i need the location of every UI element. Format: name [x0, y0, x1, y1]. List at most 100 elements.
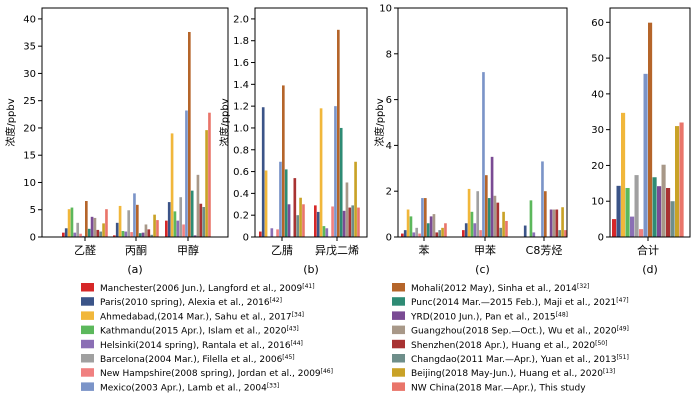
category-label: C8芳烃 — [526, 243, 563, 257]
panel-b: 0 0.2 0.4 0.6 0.8 1.0 1.2 1.4 1.6 1.8 2.0 乙腈 异戊二烯 (b)… — [218, 7, 368, 276]
y-axis-label: 浓度/ppbv — [373, 98, 386, 146]
y-tick-label: 40 — [591, 89, 604, 100]
bar — [401, 233, 404, 237]
bar — [470, 211, 474, 237]
bar — [564, 230, 567, 237]
y-tick-label: 1.2 — [233, 102, 249, 113]
legend-swatch — [392, 339, 405, 349]
panel-d: 0 10 20 30 40 50 60 合计 (d) — [591, 7, 691, 276]
bar — [182, 224, 185, 237]
bar — [462, 230, 465, 237]
bar — [432, 214, 436, 237]
bar — [429, 216, 433, 237]
bar — [523, 225, 527, 237]
category-label: 乙腈 — [271, 244, 293, 257]
bar — [185, 110, 188, 237]
legend-ref: [13] — [603, 368, 615, 375]
bar — [322, 226, 326, 237]
legend-entry: Ahmedabad,(2014 Mar.), Sahu et al., 2017… — [100, 311, 304, 322]
legend-ref: [43] — [286, 326, 298, 333]
panel-label: (c) — [475, 263, 490, 276]
bar — [124, 231, 128, 237]
bar — [153, 214, 156, 237]
bar — [499, 227, 503, 237]
bar — [532, 232, 536, 237]
legend-ref: [44] — [291, 340, 303, 347]
y-tick-label: 25 — [23, 96, 36, 107]
bar — [85, 201, 88, 237]
bar — [634, 175, 639, 237]
bar — [479, 230, 482, 237]
legend-entry: Punc(2014 Mar.—2015 Feb.), Maji et al., … — [411, 297, 629, 308]
bar — [299, 197, 302, 237]
y-tick-label: 1.8 — [233, 36, 249, 47]
bar — [418, 233, 421, 237]
bar — [412, 232, 416, 237]
bar — [208, 112, 211, 237]
y-tick-label: 35 — [23, 42, 36, 53]
bar — [270, 228, 274, 237]
y-tick-label: 20 — [591, 161, 604, 172]
bar — [115, 222, 119, 237]
bar — [552, 209, 556, 237]
category-label: 甲醇 — [177, 243, 199, 257]
bar — [150, 234, 154, 237]
legend-entry: Manchester(2006 Jun.), Langford et al., … — [100, 283, 315, 294]
y-axis-label: 浓度/ppbv — [4, 98, 17, 146]
bar — [99, 231, 103, 237]
bar — [621, 112, 626, 237]
bar — [113, 235, 116, 237]
legend-swatch — [81, 311, 94, 320]
y-tick-label: 0 — [243, 233, 249, 244]
category-label: 乙醛 — [74, 243, 96, 257]
legend-entry: New Hampshire(2008 spring), Jordan et al… — [100, 368, 333, 379]
category-label: 合计 — [637, 243, 659, 257]
legend-swatch — [81, 382, 94, 391]
bar — [444, 223, 447, 237]
legend-ref: [47] — [616, 297, 628, 304]
legend-swatch — [392, 325, 405, 335]
panel-label: (b) — [303, 263, 319, 276]
bar — [205, 130, 208, 237]
bar — [652, 177, 657, 237]
y-tick-label: 6 — [386, 95, 392, 106]
legend-ref: [33] — [267, 382, 279, 389]
bar — [138, 233, 142, 237]
legend-swatch — [81, 283, 94, 292]
bar — [319, 108, 323, 237]
bar — [643, 73, 648, 237]
legend-swatch — [81, 354, 94, 363]
bar — [561, 207, 564, 237]
legend-swatch — [392, 368, 405, 377]
axes-frame — [254, 7, 368, 238]
bar — [348, 207, 352, 237]
y-tick-label: 1.4 — [233, 80, 249, 91]
legend-swatch — [81, 297, 94, 306]
legend-ref: [50] — [595, 340, 607, 347]
bar — [190, 190, 194, 237]
bar — [476, 191, 480, 237]
bar — [105, 209, 108, 237]
bar — [73, 232, 77, 237]
panel-a: 0 5 10 15 20 25 30 35 40 乙醛 丙酮 甲醇 (a) 浓度/ppbv — [4, 7, 229, 276]
bar — [490, 156, 494, 237]
bar — [549, 209, 553, 237]
bar — [648, 22, 653, 238]
bar — [357, 207, 360, 237]
axes-frame — [609, 7, 691, 238]
y-tick-label: 1.6 — [233, 58, 249, 69]
legend-entry: YRD(2010 Jun.), Pan et al., 2015[48] — [410, 311, 568, 322]
legend-ref: [46] — [321, 368, 333, 375]
bar — [79, 233, 82, 237]
axes-frame — [397, 7, 568, 238]
axes-frame — [41, 7, 229, 238]
bar — [282, 85, 285, 237]
legend-ref: [42] — [270, 297, 282, 304]
bar — [558, 230, 562, 237]
y-tick-label: 0 — [386, 233, 392, 244]
y-tick-label: 10 — [23, 178, 36, 189]
category-label: 甲苯 — [474, 243, 496, 257]
y-tick-label: 0.4 — [233, 189, 249, 200]
bar — [441, 227, 444, 237]
bar — [156, 220, 159, 237]
